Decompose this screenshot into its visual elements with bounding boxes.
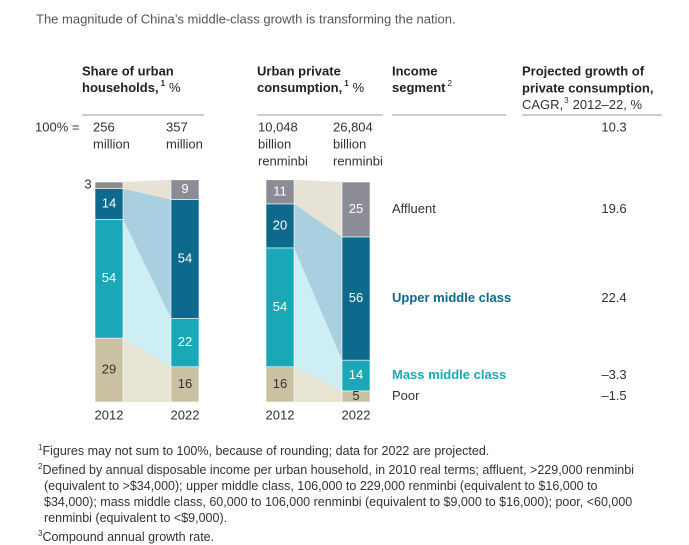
segment-label: 20 bbox=[273, 217, 287, 232]
note-mark: 2 bbox=[447, 79, 452, 88]
total-value: billion bbox=[333, 136, 366, 151]
heading-text: segment bbox=[392, 80, 446, 95]
cagr-period: 2012–22, % bbox=[573, 97, 643, 112]
x-tick-label: 2012 bbox=[95, 407, 124, 422]
note-mark: 1 bbox=[161, 79, 166, 88]
bar-segment bbox=[341, 236, 371, 361]
footnotes: 1Figures may not sum to 100%, because of… bbox=[38, 440, 638, 545]
panel-heading: Urban private bbox=[257, 63, 341, 78]
segment-name: Upper middle class bbox=[392, 290, 511, 305]
growth-value: 19.6 bbox=[601, 201, 626, 216]
total-label: 100% = bbox=[35, 119, 79, 134]
flow-band bbox=[294, 366, 342, 402]
segment-label: 16 bbox=[273, 376, 287, 391]
bar-segment bbox=[341, 181, 371, 238]
total-value: million bbox=[166, 136, 203, 151]
bar-segment bbox=[170, 366, 200, 403]
growth-value: –3.3 bbox=[601, 367, 626, 382]
segment-label: 16 bbox=[178, 376, 192, 391]
note-mark: 1 bbox=[344, 79, 349, 88]
segment-label: 29 bbox=[102, 362, 116, 377]
segment-label: 54 bbox=[273, 299, 287, 314]
segment-label: 54 bbox=[178, 250, 192, 265]
cagr: CAGR, bbox=[522, 97, 563, 112]
footnote-text: Figures may not sum to 100%, because of … bbox=[42, 444, 490, 459]
growth-heading: Projected growth of bbox=[522, 63, 645, 78]
bar-segment bbox=[341, 390, 371, 403]
unit: % bbox=[353, 80, 365, 95]
panel-heading: consumption, 1% bbox=[257, 79, 365, 95]
segment-label: 25 bbox=[349, 201, 363, 216]
x-tick-label: 2022 bbox=[342, 407, 371, 422]
bar-segment bbox=[94, 219, 124, 339]
bar-segment bbox=[265, 247, 295, 368]
bar-segment bbox=[94, 337, 124, 403]
segment-heading: segment 2 bbox=[392, 79, 452, 95]
unit: % bbox=[169, 80, 181, 95]
chart-title: The magnitude of China’s middle-class gr… bbox=[36, 11, 456, 26]
segment-name: Mass middle class bbox=[392, 367, 506, 382]
footnote: 3Compound annual growth rate. bbox=[38, 526, 638, 545]
total-value: 357 bbox=[166, 119, 188, 134]
segment-heading: Income bbox=[392, 63, 438, 78]
segment-label: 14 bbox=[349, 367, 363, 382]
growth-total: 10.3 bbox=[601, 119, 626, 134]
footnote: 1Figures may not sum to 100%, because of… bbox=[38, 440, 638, 459]
total-value: billion bbox=[258, 136, 291, 151]
total-value: renminbi bbox=[333, 153, 383, 168]
segment-label: 11 bbox=[273, 183, 287, 198]
panel-heading: Share of urban bbox=[82, 63, 174, 78]
footnote-mark: 2 bbox=[38, 462, 43, 472]
footnote: 2Defined by annual disposable income per… bbox=[38, 459, 638, 526]
growth-value: –1.5 bbox=[601, 388, 626, 403]
footnote-mark: 3 bbox=[38, 529, 43, 539]
flow-band bbox=[123, 338, 171, 402]
total-value: 256 bbox=[93, 119, 115, 134]
flow-band bbox=[294, 248, 342, 391]
x-tick-label: 2012 bbox=[266, 407, 295, 422]
segment-name: Poor bbox=[392, 388, 420, 403]
flow-band bbox=[294, 179, 342, 237]
growth-subheading: CAGR,3 2012–22, % bbox=[522, 96, 642, 112]
total-value: renminbi bbox=[258, 153, 308, 168]
flow-band bbox=[123, 219, 171, 367]
heading-text: households, bbox=[82, 80, 159, 95]
panel-heading: households, 1% bbox=[82, 79, 181, 95]
heading-text: consumption, bbox=[257, 80, 342, 95]
footnote-text: Defined by annual disposable income per … bbox=[42, 463, 634, 526]
bar-segment bbox=[265, 203, 295, 249]
growth-heading: private consumption, bbox=[522, 80, 653, 95]
segment-label: 9 bbox=[181, 181, 188, 196]
segment-label: 3 bbox=[84, 177, 91, 192]
flow-band bbox=[123, 188, 171, 319]
bar-segment bbox=[170, 199, 200, 319]
segment-label: 56 bbox=[349, 290, 363, 305]
bar-segment bbox=[94, 181, 124, 189]
bar-segment bbox=[170, 318, 200, 368]
footnote-text: Compound annual growth rate. bbox=[42, 530, 215, 545]
total-value: 26,804 bbox=[333, 119, 373, 134]
note-mark: 3 bbox=[564, 96, 569, 105]
chart: The magnitude of China’s middle-class gr… bbox=[35, 11, 662, 422]
segment-name: Affluent bbox=[392, 201, 436, 216]
flow-band bbox=[294, 204, 342, 361]
x-tick-label: 2022 bbox=[171, 407, 200, 422]
total-value: 10,048 bbox=[258, 119, 298, 134]
segment-label: 14 bbox=[102, 195, 116, 210]
segment-label: 5 bbox=[352, 388, 359, 403]
bar-segment bbox=[265, 366, 295, 403]
segment-label: 54 bbox=[102, 270, 116, 285]
bar-segment bbox=[341, 359, 371, 392]
growth-value: 22.4 bbox=[601, 290, 626, 305]
footnote-mark: 1 bbox=[38, 443, 43, 452]
flow-band bbox=[123, 179, 171, 200]
total-value: million bbox=[93, 136, 130, 151]
segment-label: 22 bbox=[178, 334, 192, 349]
